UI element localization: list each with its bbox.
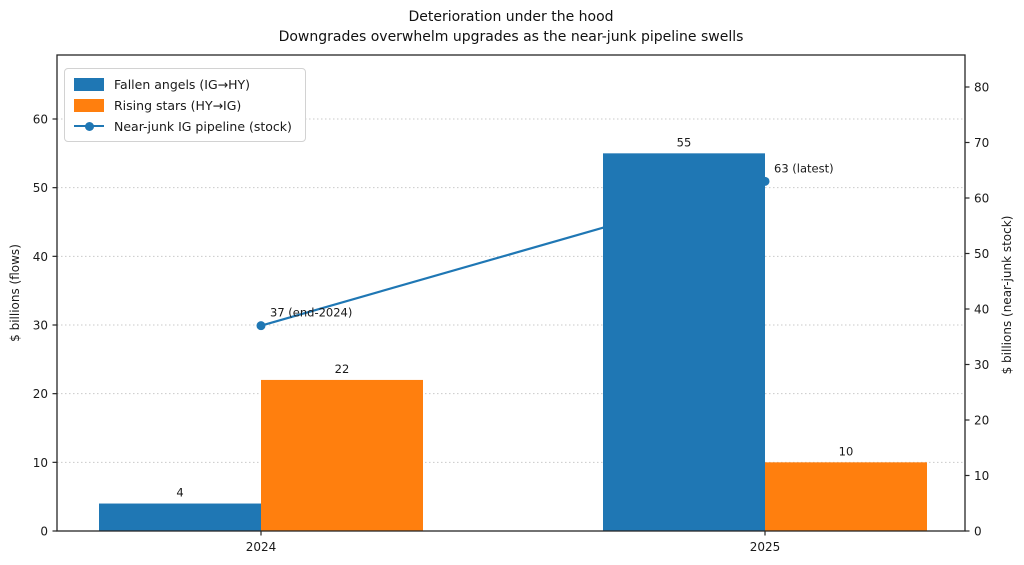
right-tick-label: 60 xyxy=(974,192,989,206)
bar-value-label: 10 xyxy=(839,444,854,458)
legend-label-rising-stars: Rising stars (HY→IG) xyxy=(114,97,242,113)
pipeline-marker-2024 xyxy=(256,321,266,331)
line-point-label: 37 (end-2024) xyxy=(270,306,352,320)
bar-value-label: 22 xyxy=(335,362,350,376)
bar-fallen-angels-2025 xyxy=(603,153,765,532)
legend-marker-dot xyxy=(84,121,94,131)
right-tick-label: 50 xyxy=(974,247,989,261)
legend-item-fallen-angels: Fallen angels (IG→HY) xyxy=(74,76,292,92)
right-tick-label: 20 xyxy=(974,414,989,428)
title-line2: Downgrades overwhelm upgrades as the nea… xyxy=(278,29,744,45)
right-tick-label: 40 xyxy=(974,303,989,317)
left-tick-label: 30 xyxy=(33,319,48,333)
right-tick-label: 30 xyxy=(974,358,989,372)
bar-fallen-angels-2024 xyxy=(99,503,261,531)
legend-swatch-blue xyxy=(74,77,104,91)
right-axis-label: $ billions (near-junk stock) xyxy=(1000,215,1014,375)
legend-label-pipeline: Near-junk IG pipeline (stock) xyxy=(114,118,292,134)
bar-value-label: 4 xyxy=(176,486,183,500)
legend-line-marker-sample xyxy=(74,120,104,133)
left-tick-label: 20 xyxy=(33,387,48,401)
line-point-label: 63 (latest) xyxy=(774,161,834,175)
right-tick-label: 0 xyxy=(974,525,982,539)
bar-value-label: 55 xyxy=(677,135,692,149)
legend: Fallen angels (IG→HY) Rising stars (HY→I… xyxy=(64,68,306,142)
left-tick-label: 50 xyxy=(33,181,48,195)
bar-rising-stars-2024 xyxy=(261,379,423,531)
right-tick-label: 70 xyxy=(974,136,989,150)
plot-border xyxy=(56,54,966,532)
chart-title: Deterioration under the hood Downgrades … xyxy=(57,7,965,47)
right-tick-label: 10 xyxy=(974,469,989,483)
left-tick-label: 60 xyxy=(33,113,48,127)
legend-item-rising-stars: Rising stars (HY→IG) xyxy=(74,97,292,113)
left-tick-label: 40 xyxy=(33,250,48,264)
left-tick-label: 0 xyxy=(40,525,48,539)
title-line1: Deterioration under the hood xyxy=(408,9,614,25)
x-tick-label: 2025 xyxy=(750,540,781,554)
right-tick-label: 80 xyxy=(974,81,989,95)
legend-label-fallen-angels: Fallen angels (IG→HY) xyxy=(114,76,251,92)
left-axis-label: $ billions (flows) xyxy=(8,244,22,342)
legend-item-pipeline: Near-junk IG pipeline (stock) xyxy=(74,118,292,134)
bar-rising-stars-2025 xyxy=(765,462,927,531)
x-tick-label: 2024 xyxy=(246,540,277,554)
left-tick-label: 10 xyxy=(33,456,48,470)
legend-swatch-orange xyxy=(74,98,104,112)
